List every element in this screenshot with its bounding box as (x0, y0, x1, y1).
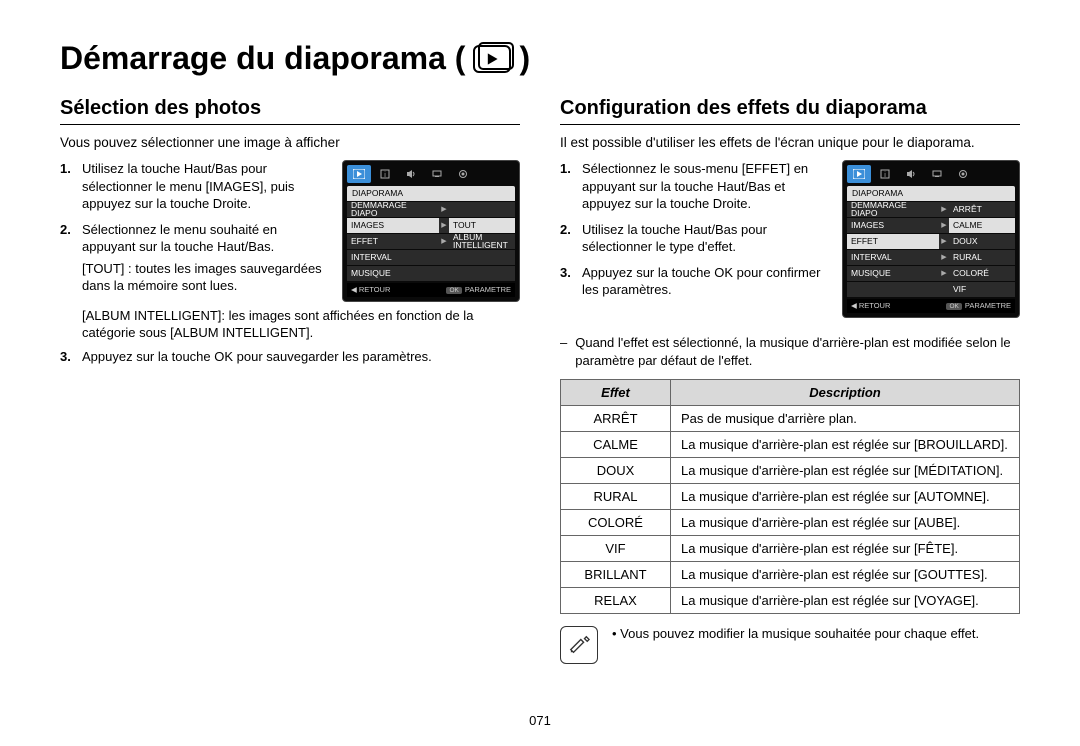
cam-footer: RETOUR OKPARAMETRE (347, 283, 515, 298)
tab-display-icon (425, 165, 449, 183)
cam-head-r: DIAPORAMA (847, 186, 1015, 201)
tab-sound-icon (899, 165, 923, 183)
right-column: Configuration des effets du diaporama Il… (560, 97, 1020, 664)
left-after: [ALBUM INTELLIGENT]: les images sont aff… (60, 307, 520, 366)
cam-rows-right: DEMMARAGE DIAPO▶ARRÊT IMAGES▶CALME EFFET… (847, 202, 1015, 297)
th-effect: Effet (561, 380, 671, 406)
th-description: Description (671, 380, 1020, 406)
cam-tabs: i (347, 165, 515, 183)
camera-menu-right: i DIAPORAMA DEMMARAGE DIAPO▶ARRÊT IMAGES… (842, 160, 1020, 318)
cam-head: DIAPORAMA (347, 186, 515, 201)
tab-slideshow-icon (847, 165, 871, 183)
left-intro: Vous pouvez sélectionner une image à aff… (60, 135, 520, 150)
def-album: [ALBUM INTELLIGENT]: les images sont aff… (60, 307, 520, 342)
cam-footer-r: RETOUR OKPARAMETRE (847, 299, 1015, 314)
camera-menu-left: i DIAPORAMA DEMMARAGE DIAPO▶ IMAGES▶TOUT… (342, 160, 520, 302)
right-intro: Il est possible d'utiliser les effets de… (560, 135, 1020, 150)
effect-table: Effet Description ARRÊTPas de musique d'… (560, 379, 1020, 614)
tab-display-icon (925, 165, 949, 183)
right-step-2: 2.Utilisez la touche Haut/Bas pour sélec… (582, 221, 832, 256)
tab-sound-icon (399, 165, 423, 183)
left-step-2: 2.Sélectionnez le menu souhaité en appuy… (82, 221, 332, 295)
slideshow-icon (471, 45, 513, 73)
footer-note: Vous pouvez modifier la musique souhaité… (560, 626, 1020, 664)
table-row: VIFLa musique d'arrière-plan est réglée … (561, 536, 1020, 562)
table-row: BRILLANTLa musique d'arrière-plan est ré… (561, 562, 1020, 588)
page-title: Démarrage du diaporama ( ) (60, 40, 1020, 77)
def-tout: [TOUT] : toutes les images sauvegardées … (82, 260, 332, 295)
tab-info-icon: i (873, 165, 897, 183)
table-row: RELAXLa musique d'arrière-plan est réglé… (561, 588, 1020, 614)
page-number: 071 (0, 713, 1080, 728)
table-row: COLORÉLa musique d'arrière-plan est régl… (561, 510, 1020, 536)
tab-slideshow-icon (347, 165, 371, 183)
table-row: RURALLa musique d'arrière-plan est réglé… (561, 484, 1020, 510)
left-step-1: 1.Utilisez la touche Haut/Bas pour sélec… (82, 160, 332, 213)
tab-settings-icon (451, 165, 475, 183)
title-text: Démarrage du diaporama ( (60, 40, 465, 77)
right-step-1: 1.Sélectionnez le sous-menu [EFFET] en a… (582, 160, 832, 213)
effect-note: – Quand l'effet est sélectionné, la musi… (560, 334, 1020, 369)
tab-info-icon: i (373, 165, 397, 183)
note-icon (560, 626, 598, 664)
note-text: Vous pouvez modifier la musique souhaité… (612, 626, 979, 641)
table-row: DOUXLa musique d'arrière-plan est réglée… (561, 458, 1020, 484)
table-row: ARRÊTPas de musique d'arrière plan. (561, 406, 1020, 432)
right-heading: Configuration des effets du diaporama (560, 97, 1020, 125)
left-step-3: 3.Appuyez sur la touche OK pour sauvegar… (60, 348, 520, 366)
title-close: ) (519, 40, 530, 77)
right-step-3: 3.Appuyez sur la touche OK pour confirme… (582, 264, 832, 299)
cam-rows-left: DEMMARAGE DIAPO▶ IMAGES▶TOUT EFFET▶ALBUM… (347, 202, 515, 281)
tab-settings-icon (951, 165, 975, 183)
cam-tabs-r: i (847, 165, 1015, 183)
table-row: CALMELa musique d'arrière-plan est réglé… (561, 432, 1020, 458)
left-heading: Sélection des photos (60, 97, 520, 125)
left-column: Sélection des photos Vous pouvez sélecti… (60, 97, 520, 664)
